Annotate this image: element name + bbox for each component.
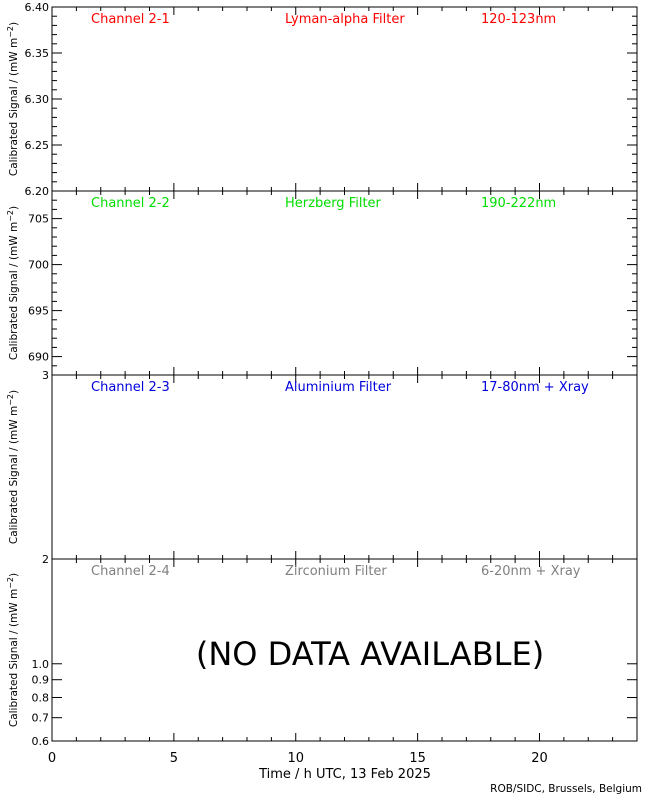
y-tick-label: 6.30 [25, 93, 50, 106]
panel-frame [51, 6, 638, 192]
credit-text: ROB/SIDC, Brussels, Belgium [490, 783, 642, 795]
y-tick-label: 3 [42, 369, 49, 382]
x-tick-label: 0 [48, 751, 56, 766]
y-axis-label-main: Calibrated Signal / (mW m [8, 589, 20, 727]
y-tick-label: 705 [28, 213, 49, 226]
y-tick-label: 1.0 [32, 658, 50, 671]
band-label: 17-80nm + Xray [481, 380, 589, 395]
filter-label: Aluminium Filter [285, 380, 392, 395]
filter-label: Herzberg Filter [285, 196, 382, 211]
y-axis-label: Calibrated Signal / (mW m−2) [6, 390, 20, 544]
y-axis-label-main: Calibrated Signal / (mW m [8, 222, 20, 360]
y-axis-label-exponent: −2 [6, 210, 15, 222]
y-axis-label-main: Calibrated Signal / (mW m [8, 406, 20, 544]
y-axis-label: Calibrated Signal / (mW m−2) [6, 573, 20, 727]
panel-frame [51, 374, 638, 560]
panel-frame [51, 190, 638, 376]
y-tick-label: 690 [28, 351, 49, 364]
x-tick-label: 15 [409, 751, 426, 766]
panel-4: 0.6 0.7 0.8 0.9 1.0 Calibrated Signal / (mW m… [6, 558, 638, 748]
y-tick-label: 695 [28, 305, 49, 318]
y-tick-label: 700 [28, 259, 49, 272]
band-label: 190-222nm [481, 196, 556, 211]
y-tick-label: 0.7 [32, 712, 50, 725]
y-axis-label-main: Calibrated Signal / (mW m [8, 38, 20, 176]
y-tick-label: 0.9 [32, 674, 50, 687]
band-label: 6-20nm + Xray [481, 564, 581, 579]
y-axis-label-exponent: −2 [6, 26, 15, 38]
y-axis-label-close: ) [8, 206, 20, 210]
y-tick-label: 2 [42, 553, 49, 566]
panel-2: 690 695 700 705 Calibrated Signal / (mW m−2)… [6, 190, 638, 376]
channel-label: Channel 2-1 [91, 12, 170, 27]
y-axis-label-close: ) [8, 573, 20, 577]
y-axis-label-exponent: −2 [6, 577, 15, 589]
x-tick-label: 10 [287, 751, 304, 766]
x-axis: 0 5 10 15 20 [48, 751, 548, 766]
y-axis-label: Calibrated Signal / (mW m−2) [6, 22, 20, 176]
channel-label: Channel 2-4 [91, 564, 170, 579]
y-axis-label-exponent: −2 [6, 394, 15, 406]
band-label: 120-123nm [481, 12, 556, 27]
channel-label: Channel 2-2 [91, 196, 170, 211]
y-tick-label: 6.20 [25, 185, 50, 198]
channel-label: Channel 2-3 [91, 380, 170, 395]
filter-label: Zirconium Filter [285, 564, 387, 579]
panels: 6.20 6.25 6.30 6.35 6.40 Calibrated Signal / … [6, 1, 638, 748]
panel-1: 6.20 6.25 6.30 6.35 6.40 Calibrated Signal / … [6, 1, 638, 198]
no-data-message: (NO DATA AVAILABLE) [196, 635, 544, 673]
y-tick-label: 0.8 [32, 692, 50, 705]
y-axis-label-close: ) [8, 390, 20, 394]
filter-label: Lyman-alpha Filter [285, 12, 405, 27]
y-tick-label: 6.40 [25, 1, 50, 14]
panel-3: 2 3 Calibrated Signal / (mW m−2) Channel 2-… [6, 369, 638, 566]
y-tick-label: 6.25 [25, 139, 50, 152]
x-tick-label: 5 [170, 751, 178, 766]
y-axis-label-close: ) [8, 22, 20, 26]
y-tick-label: 6.35 [25, 47, 50, 60]
y-tick-label: 0.6 [32, 735, 50, 748]
x-tick-label: 20 [531, 751, 548, 766]
x-axis-label: Time / h UTC, 13 Feb 2025 [258, 767, 431, 782]
y-axis-label: Calibrated Signal / (mW m−2) [6, 206, 20, 360]
